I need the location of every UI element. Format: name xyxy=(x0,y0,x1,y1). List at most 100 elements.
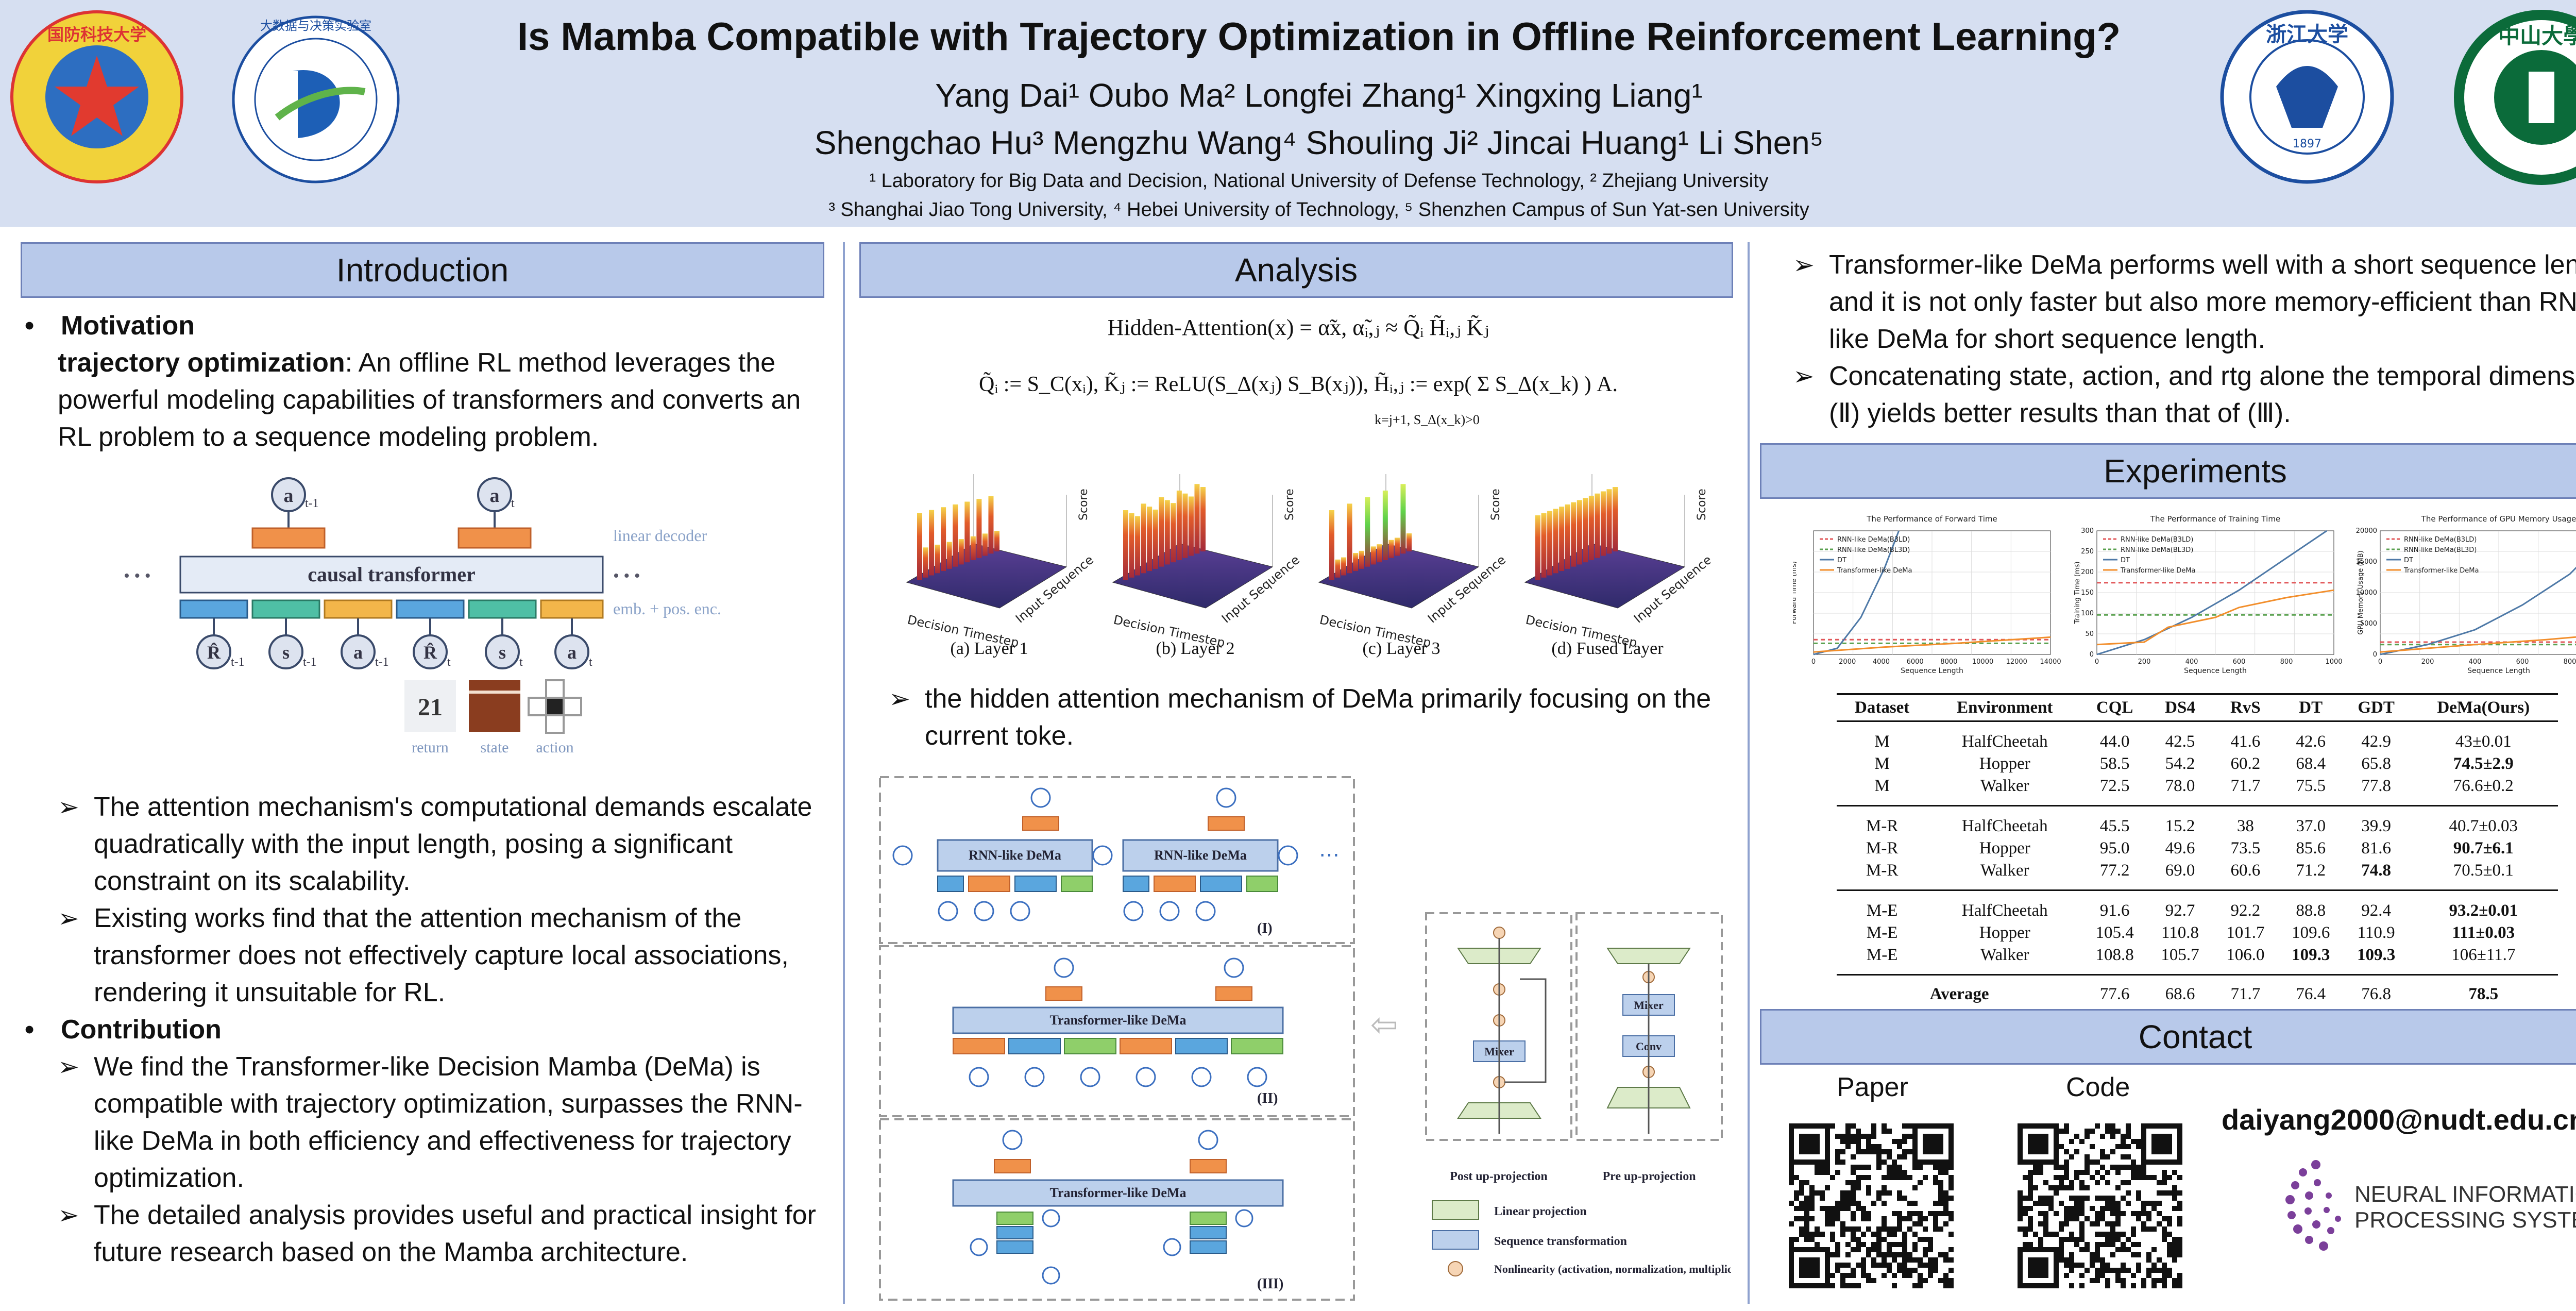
experiment-chart: The Performance of GPU Memory Usage RNN-l… xyxy=(2356,514,2576,675)
table-cell: HalfCheetah xyxy=(1961,901,2048,920)
heatmap-bar xyxy=(970,536,976,560)
heatmap-bar xyxy=(1382,490,1388,560)
zju-logo-year: 1897 xyxy=(2293,138,2321,150)
chart-xtick: 0 xyxy=(2095,658,2099,666)
chart-xtick: 4000 xyxy=(1873,658,1890,666)
nudt-logo: 国防科技大学 xyxy=(10,10,183,183)
chart-legend-entry: RNN-like DeMa(BL3D) xyxy=(1837,546,1910,554)
poster-header: 国防科技大学 大数据与决策实验室 Is Mamba Compatible wit… xyxy=(0,0,2576,227)
heatmap-bar xyxy=(1606,489,1612,554)
heatmap-bar xyxy=(1577,500,1582,565)
chart-series-line xyxy=(2380,636,2576,653)
table-cell: M-E xyxy=(1837,944,1928,976)
lab-logo: 大数据与决策实验室 xyxy=(232,15,400,183)
chart-xtick: 800 xyxy=(2564,658,2576,666)
table-header-cell: CQL xyxy=(2082,693,2148,722)
analysis-heading: Analysis xyxy=(859,242,1733,298)
table-cell: 43±0.01 xyxy=(2455,732,2512,751)
chart-ytick: 150 xyxy=(2081,589,2094,597)
chart-xtick: 400 xyxy=(2469,658,2482,666)
table-cell: Hopper xyxy=(1979,754,2030,773)
table-cell: M xyxy=(1837,775,1928,806)
heatmap-bar xyxy=(1335,559,1341,578)
zju-logo-text: 浙江大学 xyxy=(2266,23,2348,46)
svg-text:t: t xyxy=(519,656,523,669)
equation-definitions: Q̃ᵢ := S_C(xᵢ), K̃ⱼ := ReLU(S_Δ(xⱼ) S_B(… xyxy=(979,373,1618,396)
heatmap-caption-3: (c) Layer 3 xyxy=(1362,639,1440,658)
heatmap-bar xyxy=(946,542,952,569)
arrow-bullet-icon: ➢ xyxy=(1793,362,1815,391)
affiliations-line-2: ³ Shanghai Jiao Tong University, ⁴ Hebei… xyxy=(828,199,1809,221)
table-cell: M-E xyxy=(1866,901,1898,920)
table-row: M-E HalfCheetah 91.6 92.7 92.2 88.8 92.4 93.2±0… xyxy=(1837,890,2558,922)
table-cell: 111±0.03 xyxy=(2452,923,2515,942)
chart-ylabel: GPU Memory Usage (MB) xyxy=(2357,550,2365,634)
heatmap-caption-2: (b) Layer 2 xyxy=(1156,639,1235,658)
chart-legend-entry: Transformer-like DeMa xyxy=(2403,567,2479,575)
table-cell: Hopper xyxy=(1979,839,2030,858)
svg-text:t-1: t-1 xyxy=(375,656,389,669)
table-cell: 101.7 xyxy=(2226,923,2265,942)
table-cell: 91.6 xyxy=(2099,901,2130,920)
heatmap-bar xyxy=(935,544,940,574)
token-node xyxy=(1136,1067,1156,1087)
table-cell: 78.5 xyxy=(2409,974,2558,1011)
heatmap-bar xyxy=(1600,491,1606,556)
table-cell: 15.2 xyxy=(2165,817,2195,835)
heatmap-bar xyxy=(1347,503,1352,574)
chart-legend-entry: DT xyxy=(2121,557,2130,564)
chart-xlabel: Sequence Length xyxy=(2467,667,2530,675)
table-cell: 68.6 xyxy=(2147,974,2213,1011)
table-cell: 76.4 xyxy=(2278,974,2344,1011)
table-cell: M-E xyxy=(1866,923,1898,942)
table-cell: 39.9 xyxy=(2361,817,2391,835)
table-row: M Walker 72.5 78.0 71.7 75.5 77.8 76.6±0.2 xyxy=(1837,775,2558,806)
chart-xtick: 200 xyxy=(2421,658,2434,666)
heatmap-bar xyxy=(958,539,964,565)
heatmap-bar xyxy=(964,501,970,563)
chart-xtick: 10000 xyxy=(1972,658,1993,666)
post-projection-label: Post up-projection xyxy=(1450,1170,1548,1183)
svg-text:⋯: ⋯ xyxy=(1319,843,1340,866)
table-row: M-R HalfCheetah 45.5 15.2 38 37.0 39.9 40.7±0.0… xyxy=(1837,806,2558,838)
chart-legend-entry: Transformer-like DeMa xyxy=(1837,567,1912,575)
poster-title: Is Mamba Compatible with Trajectory Opti… xyxy=(517,15,2121,59)
contact-email[interactable]: daiyang2000@nudt.edu.cn xyxy=(2222,1103,2576,1136)
paper-qr-code[interactable] xyxy=(1784,1118,1959,1293)
heatmap-bar xyxy=(1406,533,1412,551)
table-cell: 42.6 xyxy=(2296,732,2326,751)
contact-heading: Contact xyxy=(1760,1009,2576,1065)
token-embedding xyxy=(953,1038,1005,1054)
equation-sum-limits: k=j+1, S_Δ(x_k)>0 xyxy=(1375,412,1480,427)
table-cell: 71.7 xyxy=(2212,775,2278,806)
code-qr-code[interactable] xyxy=(2012,1118,2188,1293)
heatmap-bar xyxy=(1194,484,1200,554)
table-cell: Average xyxy=(1837,974,2082,1011)
causal-transformer-label: causal transformer xyxy=(308,563,475,586)
column-divider-2 xyxy=(1748,242,1750,1304)
table-cell: 109.3 xyxy=(2343,944,2409,976)
chart-ytick: 15000 xyxy=(2356,558,2377,566)
heatmap-zlabel: Score xyxy=(1077,489,1090,520)
chart-xtick: 14000 xyxy=(2040,658,2061,666)
sysu-logo: 中山大學 xyxy=(2454,10,2576,185)
heatmap-bar xyxy=(1535,515,1540,580)
heatmap-bar xyxy=(1329,510,1334,580)
heatmap-bar xyxy=(1370,546,1376,565)
authors-line-2: Shengchao Hu³ Mengzhu Wang⁴ Shouling Ji²… xyxy=(814,124,1824,161)
heatmap-bar xyxy=(1613,487,1618,551)
table-cell: 77.6 xyxy=(2082,974,2148,1011)
heatmap-bar xyxy=(1400,484,1406,554)
table-header-cell: DeMa(Ours) xyxy=(2409,693,2558,722)
chart-ytick: 250 xyxy=(2081,548,2094,556)
table-cell: 93.2±0.01 xyxy=(2449,901,2518,920)
intro-point-2: ➢ Existing works find that the attention … xyxy=(58,900,831,1011)
state-label: state xyxy=(481,739,509,756)
heatmap-bar xyxy=(994,531,999,551)
table-row: M-E Hopper 105.4 110.8 101.7 109.6 110.9 111±0.… xyxy=(1837,922,2558,944)
table-cell: 38 xyxy=(2236,817,2254,835)
chart-ylabel: Training Time (ms) xyxy=(2074,562,2081,625)
table-header-cell: DS4 xyxy=(2147,693,2213,722)
